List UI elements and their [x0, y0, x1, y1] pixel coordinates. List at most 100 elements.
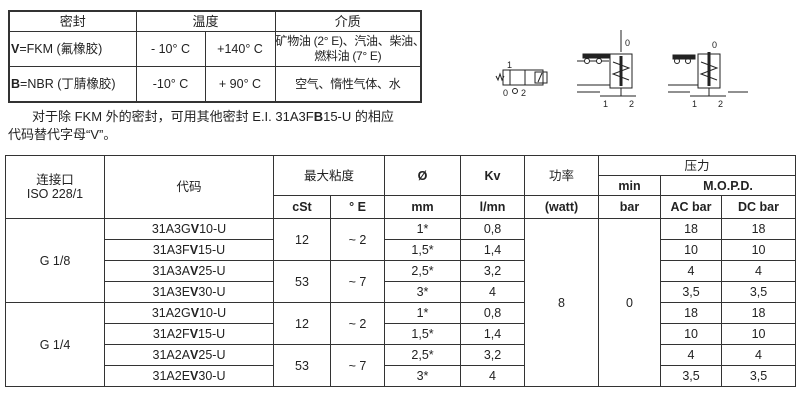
code-cell: 31A3FV15-U — [104, 239, 274, 261]
code-part: V — [189, 243, 199, 257]
valve-symbol-icon: 1 0 2 — [495, 60, 548, 98]
table-row: 31A2FV15-U 1,5* 1,4 10 10 — [6, 323, 797, 345]
dc-bar-cell: 3,5 — [721, 365, 797, 387]
diameter-cell: 1,5* — [384, 239, 462, 261]
code-cell: 31A3EV30-U — [104, 281, 274, 303]
header-text: 连接口 — [36, 173, 74, 187]
deg-e-cell: ~ 2 — [329, 302, 386, 345]
ac-bar-cell: 3,5 — [660, 365, 723, 387]
note-text: 代码替代字母“V”。 — [8, 127, 117, 142]
note-paragraph: 对于除 FKM 外的密封，可用其他密封 E.I. 31A3FB15-U 的相应 … — [8, 108, 394, 144]
port-cell: G 1/4 — [5, 302, 105, 387]
code-part: V — [190, 369, 199, 383]
cst-cell: 12 — [273, 218, 331, 261]
medium-line: 矿物油 (2° E)、汽油、柴油、 — [275, 34, 425, 48]
dc-bar-cell: 18 — [721, 302, 797, 324]
table-row: 31A2AV25-U 53 ~ 7 2,5* 3,2 4 4 — [6, 344, 797, 387]
code-part: 10-U — [199, 306, 227, 320]
deg-e-cell: ~ 7 — [329, 260, 386, 303]
port-label: 0 — [625, 38, 630, 48]
temp-max: + 90° C — [204, 66, 276, 103]
kv-cell: 1,4 — [460, 323, 526, 345]
kv-cell: 0,8 — [460, 302, 526, 324]
seal-row: V=FKM (氟橡胶) - 10° C +140° C 矿物油 (2° E)、汽… — [8, 31, 425, 67]
cst-cell: 53 — [273, 344, 331, 387]
code-part: 30-U — [198, 369, 226, 383]
header-temperature: 温度 — [135, 10, 276, 32]
code-part: 31A2A — [152, 348, 191, 362]
header-bar: bar — [598, 195, 662, 219]
header-seal: 密封 — [8, 10, 137, 32]
code-part: V — [190, 306, 200, 320]
ac-bar-cell: 4 — [660, 344, 723, 366]
temp-min: -10° C — [135, 66, 206, 103]
seal-cell: B=NBR (丁腈橡胶) — [8, 66, 137, 103]
diameter-cell: 1,5* — [384, 323, 462, 345]
code-cell: 31A3GV10-U — [104, 218, 274, 240]
code-part: V — [190, 348, 199, 362]
note-text: 15-U 的相应 — [323, 109, 394, 124]
table-row: 31A3FV15-U 1,5* 1,4 10 10 — [6, 239, 797, 261]
code-cell: 31A2GV10-U — [104, 302, 274, 324]
header-cst: cSt — [273, 195, 331, 219]
code-part: 31A3A — [152, 264, 191, 278]
kv-cell: 3,2 — [460, 344, 526, 366]
seal-code: B — [11, 76, 21, 91]
table-row: 31A3AV25-U 53 ~ 7 2,5* 3,2 4 4 — [6, 260, 797, 303]
table-row: 31A2EV30-U 3* 4 3,5 3,5 — [6, 365, 797, 387]
ac-bar-cell: 18 — [660, 302, 723, 324]
cst-cell: 53 — [273, 260, 331, 303]
code-part: V — [190, 222, 200, 236]
header-medium: 介质 — [274, 10, 422, 32]
table-row: G 1/8 31A3GV10-U 12 ~ 2 1* 0,8 8 0 18 18 — [5, 218, 797, 387]
code-cell: 31A2EV30-U — [104, 365, 274, 387]
port-label: 2 — [718, 99, 723, 109]
kv-cell: 4 — [460, 281, 526, 303]
valve-section-open-icon: 0 1 2 — [577, 30, 636, 109]
seal-row: B=NBR (丁腈橡胶) -10° C + 90° C 空气、惰性气体、水 — [8, 66, 422, 103]
header-viscosity: 最大粘度 — [272, 155, 386, 196]
note-text: 对于除 FKM 外的密封，可用其他密封 E.I. 31A3F — [32, 109, 314, 124]
diameter-cell: 1* — [384, 218, 462, 240]
port-label: 0 — [503, 88, 508, 98]
ac-bar-cell: 4 — [660, 260, 723, 282]
kv-cell: 3,2 — [460, 260, 526, 282]
dc-bar-cell: 18 — [721, 218, 797, 240]
table-row: G 1/4 31A2GV10-U 12 ~ 2 1* 0,8 18 18 — [5, 302, 797, 387]
header-code: 代码 — [104, 155, 274, 219]
port-label: 1 — [507, 60, 512, 70]
code-part: 31A2G — [151, 306, 191, 320]
port-label: 0 — [712, 40, 717, 50]
medium-cell: 矿物油 (2° E)、汽油、柴油、 燃料油 (7° E) — [274, 31, 425, 67]
port-label: 2 — [629, 99, 634, 109]
header-mm: mm — [384, 195, 462, 219]
header-mopd: M.O.P.D. — [660, 175, 797, 196]
seal-name: =FKM (氟橡胶) — [19, 41, 103, 56]
header-power: 功率 — [524, 155, 600, 196]
code-part: 31A3G — [151, 222, 191, 236]
diameter-cell: 3* — [384, 281, 462, 303]
code-part: 25-U — [198, 264, 226, 278]
ac-bar-cell: 10 — [660, 239, 723, 261]
min-bar-cell: 0 — [598, 218, 662, 387]
ac-bar-cell: 18 — [660, 218, 723, 240]
code-part: 15-U — [198, 243, 226, 257]
diameter-cell: 2,5* — [384, 260, 462, 282]
kv-cell: 4 — [460, 365, 526, 387]
code-part: 31A3E — [152, 285, 191, 299]
diameter-cell: 1* — [384, 302, 462, 324]
cst-cell: 12 — [273, 302, 331, 345]
code-part: 31A3F — [152, 243, 190, 257]
port-label: 1 — [692, 99, 697, 109]
spec-table: 连接口 ISO 228/1 代码 最大粘度 Ø Kv 功率 压力 min M.O.… — [5, 155, 797, 387]
port-label: 1 — [603, 99, 608, 109]
header-watt: (watt) — [524, 195, 600, 219]
dc-bar-cell: 10 — [721, 239, 797, 261]
header-text: ISO 228/1 — [26, 187, 84, 201]
header-deg-e: ° E — [329, 195, 386, 219]
dc-bar-cell: 4 — [721, 344, 797, 366]
valve-diagrams: 1 0 2 0 1 2 0 1 2 — [495, 30, 748, 109]
header-pressure: 压力 — [598, 155, 797, 176]
valve-section-closed-icon: 0 1 2 — [668, 40, 748, 109]
deg-e-cell: ~ 7 — [329, 344, 386, 387]
